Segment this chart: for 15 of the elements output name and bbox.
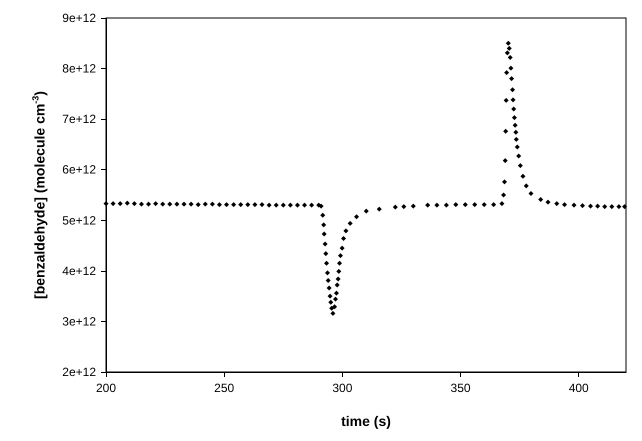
y-axis-title: [benzaldehyde] (molecule cm-3) xyxy=(30,91,48,299)
y-tick-label: 7e+12 xyxy=(62,112,96,126)
y-tick-label: 6e+12 xyxy=(62,162,96,177)
y-tick-label: 2e+12 xyxy=(62,365,96,379)
x-tick-label: 300 xyxy=(332,381,353,395)
y-tick-label: 8e+12 xyxy=(62,62,96,76)
x-tick-label: 200 xyxy=(96,381,116,395)
y-tick-label: 3e+12 xyxy=(62,314,96,328)
y-tick-label: 4e+12 xyxy=(62,264,96,278)
x-tick-label: 400 xyxy=(568,381,590,395)
x-axis-title: time (s) xyxy=(341,413,391,429)
x-tick-label: 250 xyxy=(214,381,235,395)
x-tick-label: 350 xyxy=(450,381,471,395)
y-tick-label: 5e+12 xyxy=(62,213,96,228)
y-tick-label: 9e+12 xyxy=(62,11,96,25)
